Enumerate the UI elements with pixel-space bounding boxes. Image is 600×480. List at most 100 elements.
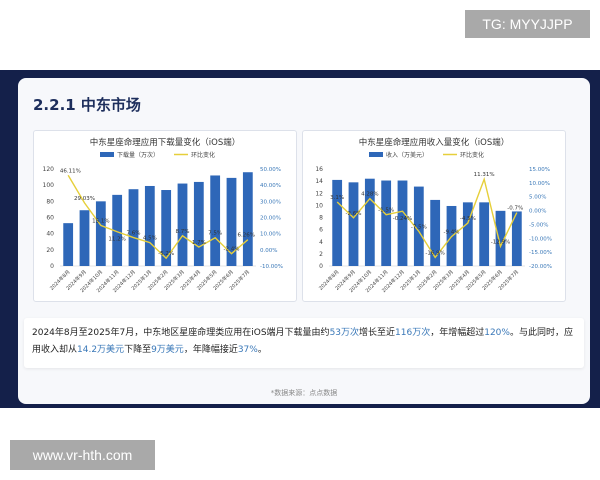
y-tick-label: 12 [315,190,323,197]
data-label: -5.2% [158,251,174,257]
summary-highlight: 120% [484,328,510,338]
legend-label: 环比变化 [460,151,484,159]
data-label: 6.26% [238,233,255,239]
bar [112,194,123,266]
y2-tick-label: 20.00% [260,216,281,222]
data-label: 11.31% [474,172,495,178]
legend-bar-swatch [100,152,114,157]
section-title: 2.2.1 中东市场 [33,96,141,114]
data-label: 4.28% [361,192,378,198]
bar [210,175,221,266]
y-tick-label: 10 [315,202,323,209]
bar [226,177,237,266]
summary-highlight: 9万美元 [151,345,184,355]
data-label: -0.7% [507,206,523,212]
data-label: 15.1% [92,218,109,224]
data-label: -12.9% [491,239,510,245]
bar [177,183,188,266]
y-tick-label: 0 [319,263,323,270]
data-label: -0.24% [393,216,412,222]
summary-part: 下降至 [124,345,152,355]
slide-card: 2.2.1 中东市场 中东星座命理应用下载量变化（iOS端） 下载量（万次） 环比变… [18,78,590,404]
y2-tick-label: 0.00% [529,209,546,215]
summary-part: 增长至近 [359,328,396,338]
data-label: -9.4% [444,230,460,236]
tg-watermark: TG: MYYJJPP [465,10,590,38]
summary-part: ，年降幅接近 [183,345,238,355]
y-tick-label: 80 [46,198,54,205]
bar [128,189,139,266]
bar [161,190,172,266]
data-label: -7.5% [411,224,427,230]
summary-part: 2024年8月至2025年7月，中东地区星座命理类应用在iOS端月下载量由约 [32,328,330,338]
mom-line [336,176,518,259]
data-label: 29.03% [74,196,95,202]
y2-tick-label: 15.00% [529,167,550,173]
bar [63,223,74,266]
y-tick-label: 16 [315,166,323,173]
bar [348,182,359,266]
legend-bar-swatch [369,152,383,157]
data-label: -2.4% [224,247,240,253]
bar [95,201,106,266]
data-label: -4.5% [460,216,476,222]
data-label: 4.5% [143,236,157,242]
y-tick-label: 120 [43,166,55,173]
y2-tick-label: 30.00% [260,199,281,205]
y-tick-label: 40 [46,231,54,238]
bar [462,202,473,266]
bar [511,211,522,266]
data-label: 8.7% [176,229,190,235]
summary-part: 。 [257,345,267,355]
summary-highlight: 14.2万美元 [77,345,125,355]
summary-part: 。与此同时，应用收入却从 [32,328,573,355]
revenue-chart: 中东星座命理应用收入量变化（iOS端） 收入（万美元） 环比变化 0 2 4 6 8 10 12 1… [302,130,566,302]
legend-label: 下载量（万次） [117,151,159,159]
bar [193,181,204,266]
data-label: 7.6% [127,231,141,237]
url-watermark: www.vr-hth.com [10,440,155,470]
bar [479,202,490,266]
chart-title: 中东星座命理应用下载量变化（iOS端） [90,137,240,148]
data-label: -16.9% [425,250,444,256]
y2-tick-label: -20.00% [529,264,552,270]
data-label: 11.2% [108,237,125,243]
y-tick-label: 2 [319,251,323,258]
data-label: -2.6% [346,211,362,217]
bar [413,186,424,266]
data-label: 1.7% [192,240,206,246]
y2-tick-label: 0.00% [260,248,277,254]
y2-tick-label: 50.00% [260,167,281,173]
y2-tick-label: -5.00% [529,222,548,228]
y-tick-label: 14 [315,178,323,185]
bar [144,185,155,266]
y-tick-label: 0 [50,263,54,270]
chart-title: 中东星座命理应用收入量变化（iOS端） [359,137,509,148]
mom-line [67,174,249,260]
summary-highlight: 53万次 [329,328,360,338]
y-tick-label: 60 [46,215,54,222]
downloads-chart: 中东星座命理应用下载量变化（iOS端） 下载量（万次） 环比变化 0 20 40 60 80 1… [33,130,297,302]
summary-highlight: 116万次 [395,328,431,338]
summary-text: 2024年8月至2025年7月，中东地区星座命理类应用在iOS端月下载量由约53… [24,318,584,368]
bar [79,210,90,266]
data-label: 3.1% [330,195,344,201]
y2-tick-label: -10.00% [260,264,283,270]
y-tick-label: 100 [43,182,55,189]
bar [332,179,343,266]
bar [495,210,506,266]
data-label: 46.11% [60,168,81,174]
summary-highlight: 37% [237,345,258,355]
y2-tick-label: 5.00% [529,195,546,201]
bar [242,172,253,266]
y2-tick-label: -10.00% [529,236,552,242]
legend-label: 收入（万美元） [386,151,428,159]
data-label: -1.5% [378,208,394,214]
y2-tick-label: 10.00% [529,181,550,187]
y2-tick-label: 10.00% [260,232,281,238]
y2-tick-label: 40.00% [260,183,281,189]
data-source: *数据来源：点点数据 [270,389,338,397]
y-tick-label: 20 [46,247,54,254]
y-tick-label: 6 [319,227,323,234]
bar [381,180,392,266]
